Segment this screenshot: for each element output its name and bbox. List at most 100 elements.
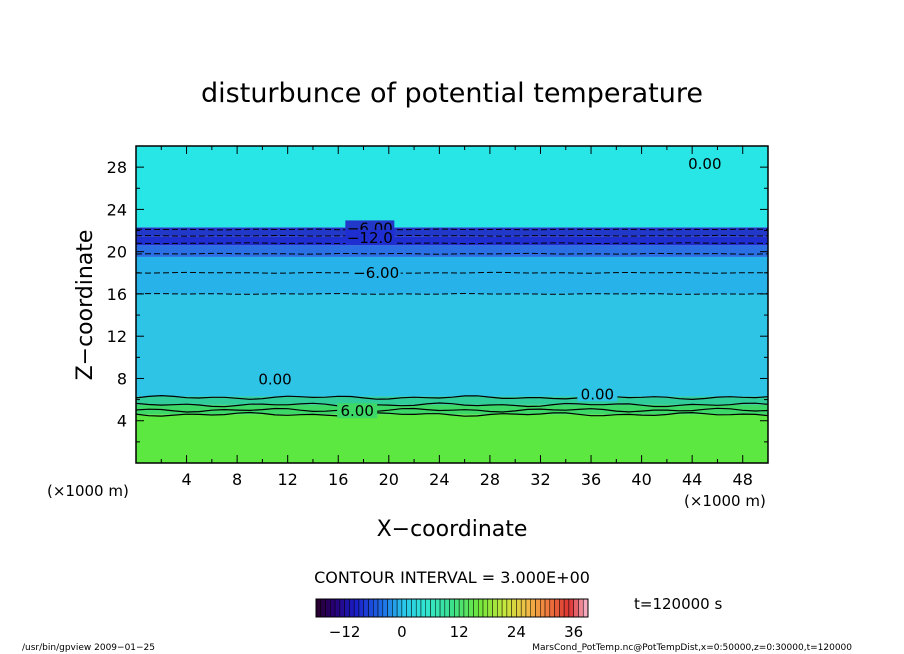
contour-label-bg-5	[577, 386, 618, 402]
colorbar-cell-34	[477, 598, 484, 618]
contour-label-3: −6.00	[353, 264, 399, 282]
colorbar-ticks: −12 0 12 24 36	[329, 623, 583, 641]
heatmap-field	[136, 146, 768, 463]
chart-title: disturbunce of potential temperature	[201, 78, 703, 109]
x-tick-label-32: 32	[530, 470, 550, 489]
y-tick-label-12: 12	[107, 327, 127, 346]
solid-contour-2	[136, 402, 768, 408]
field-layer-3	[136, 293, 768, 397]
plot-frame	[135, 145, 769, 464]
x-tick-label-16: 16	[328, 470, 348, 489]
colorbar-cell-45	[530, 598, 536, 618]
colorbar-tick-label-1: 0	[397, 623, 407, 641]
colorbar-cell-26	[439, 598, 446, 618]
y-tick-label-24: 24	[107, 200, 127, 219]
colorbar-cell-2	[325, 598, 331, 618]
contour-label-4: 0.00	[258, 371, 291, 389]
colorbar-cell-35	[482, 598, 489, 618]
colorbar-cell-3	[330, 598, 336, 618]
contour-label-bg-3	[351, 264, 401, 280]
field-layer-2	[136, 396, 768, 405]
colorbar-cell-17	[396, 598, 403, 618]
colorbar-cell-18	[401, 598, 407, 618]
colorbar-tick-label-3: 24	[507, 623, 526, 641]
contour-label-bg-4	[255, 371, 296, 387]
y-tick-label-8: 8	[117, 369, 127, 388]
colorbar-cell-0	[315, 598, 322, 618]
colorbar-cell-31	[463, 598, 469, 618]
x-tick-label-48: 48	[733, 470, 753, 489]
colorbar-cell-53	[568, 598, 574, 618]
x-tick-label-40: 40	[631, 470, 651, 489]
x-tick-label-24: 24	[429, 470, 449, 489]
y-axis-label: Z−coordinate	[73, 230, 98, 381]
colorbar-cell-49	[549, 598, 555, 618]
colorbar-cell-4	[334, 598, 341, 618]
colorbar-cell-54	[573, 598, 579, 618]
dashed-contour-4	[136, 234, 768, 237]
colorbar-tick-label-2: 12	[450, 623, 469, 641]
colorbar-cell-25	[435, 598, 441, 618]
colorbar-cell-40	[506, 598, 512, 618]
x-tick-label-8: 8	[232, 470, 242, 489]
contour-label-5: 0.00	[581, 385, 614, 403]
colorbar-cell-13	[377, 598, 384, 618]
colorbar-cell-43	[520, 598, 527, 618]
colorbar-tick-label-0: −12	[329, 623, 361, 641]
x-tick-label-36: 36	[581, 470, 601, 489]
colorbar-cell-52	[563, 598, 570, 618]
y-axis: 4 8 12 16 20 24 28	[107, 158, 768, 443]
dashed-contour-0	[136, 292, 768, 295]
colorbar-cell-36	[487, 598, 493, 618]
x-axis-label: X−coordinate	[377, 517, 528, 542]
colorbar-cell-16	[392, 598, 398, 618]
colorbar-cell-11	[368, 598, 374, 618]
dashed-contour-1	[136, 271, 768, 274]
contour-interval-text: CONTOUR INTERVAL = 3.000E+00	[314, 568, 590, 587]
colorbar-cell-5	[339, 598, 345, 618]
x-tick-label-4: 4	[181, 470, 191, 489]
x-unit-left: (×1000 m)	[47, 482, 129, 500]
contour-label-2: −12.0	[347, 229, 393, 247]
contour-label-bg-0	[684, 155, 725, 171]
dashed-contour-2	[136, 252, 768, 255]
solid-contour-0	[136, 411, 768, 417]
colorbar-cell-21	[415, 598, 422, 618]
field-layer-5	[136, 245, 768, 257]
colorbar-cell-30	[458, 598, 465, 618]
colorbar-cell-9	[358, 598, 364, 618]
contour-label-0: 0.00	[688, 155, 721, 173]
colorbar-tick-label-4: 36	[564, 623, 583, 641]
colorbar-cell-42	[516, 598, 522, 618]
colorbar-cell-33	[473, 598, 479, 618]
footer-left: /usr/bin/gpview 2009−01−25	[22, 643, 155, 653]
y-tick-label-4: 4	[117, 412, 127, 431]
x-unit-right: (×1000 m)	[684, 492, 766, 510]
contour-labels: 0.00−6.00−12.0−6.000.000.006.00	[255, 155, 725, 420]
y-tick-label-16: 16	[107, 285, 127, 304]
colorbar-cell-23	[425, 598, 431, 618]
x-tick-label-44: 44	[682, 470, 702, 489]
colorbar-cell-48	[544, 598, 551, 618]
contour-label-bg-2	[345, 229, 395, 245]
x-tick-label-12: 12	[278, 470, 298, 489]
colorbar-cell-14	[382, 598, 388, 618]
dashed-contour-3	[136, 242, 768, 245]
field-layer-6	[136, 236, 768, 246]
contour-label-bg-6	[337, 403, 378, 419]
colorbar-cell-51	[559, 598, 565, 618]
colorbar-cell-12	[373, 598, 379, 618]
field-layer-7	[136, 227, 768, 237]
colorbar-cell-55	[578, 598, 584, 618]
colorbar-cell-1	[320, 598, 326, 618]
colorbar-cell-39	[501, 598, 508, 618]
colorbar-cell-15	[387, 598, 393, 618]
colorbar-cell-44	[525, 598, 531, 618]
colorbar-cell-20	[411, 598, 417, 618]
colorbar-cell-56	[582, 598, 589, 618]
colorbar-cell-46	[535, 598, 541, 618]
dashed-contour-5	[136, 228, 768, 231]
colorbar-cell-28	[449, 598, 455, 618]
footer-right: MarsCond_PotTemp.nc@PotTempDist,x=0:5000…	[532, 643, 852, 653]
